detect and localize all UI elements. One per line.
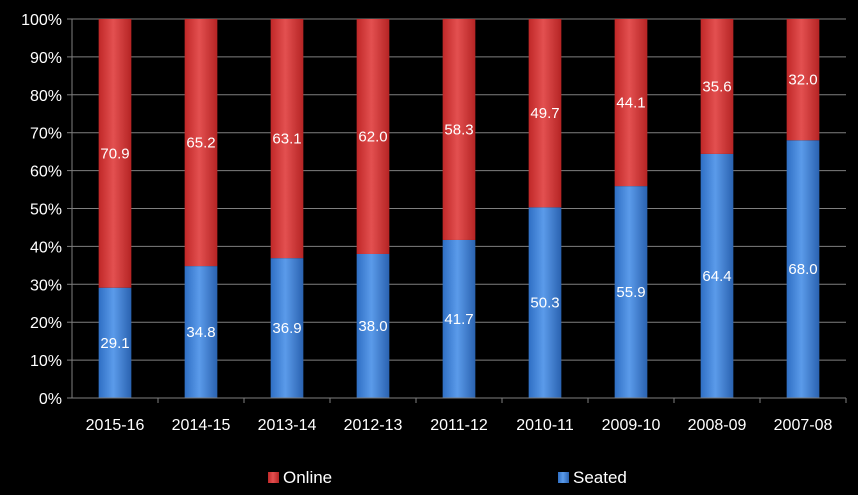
x-tick-label: 2014-15	[172, 417, 231, 434]
data-label-seated: 50.3	[530, 295, 559, 312]
bar-seated	[528, 207, 562, 398]
data-label-online: 62.0	[358, 128, 387, 145]
y-tick-label: 50%	[30, 202, 62, 219]
y-tick-label: 90%	[30, 50, 62, 67]
y-tick-label: 80%	[30, 88, 62, 105]
y-axis-ticks: 0% 10% 20% 30% 40% 50% 60% 70% 80% 90% 100%	[21, 12, 62, 408]
data-label-online: 49.7	[530, 105, 559, 122]
y-tick-label: 40%	[30, 239, 62, 256]
legend-label-seated: Seated	[573, 468, 627, 487]
bar-seated	[614, 186, 648, 398]
bar-online	[614, 19, 648, 187]
legend-swatch-online	[268, 472, 279, 483]
bar-seated	[184, 266, 218, 398]
data-label-seated: 55.9	[616, 284, 645, 301]
legend-label-online: Online	[283, 468, 332, 487]
x-tick-label: 2011-12	[430, 417, 488, 434]
bar-online	[184, 19, 218, 267]
bar-seated	[356, 253, 390, 398]
data-label-seated: 36.9	[272, 320, 301, 337]
data-label-online: 70.9	[100, 145, 129, 162]
data-label-seated: 34.8	[186, 324, 215, 341]
y-tick-label: 30%	[30, 277, 62, 294]
legend: Online Seated	[268, 468, 627, 487]
bar-seated	[442, 239, 476, 398]
x-tick-label: 2012-13	[344, 417, 403, 434]
y-tick-label: 20%	[30, 315, 62, 332]
y-tick-label: 60%	[30, 164, 62, 181]
bar-seated	[270, 258, 304, 398]
bar-online	[356, 19, 390, 254]
x-tick-label: 2010-11	[516, 417, 574, 434]
x-tick-label: 2015-16	[86, 417, 145, 434]
data-label-online: 63.1	[272, 131, 301, 148]
data-label-seated: 29.1	[100, 335, 129, 352]
data-label-online: 44.1	[616, 95, 645, 112]
bar-online	[442, 19, 476, 240]
x-tick-label: 2008-09	[688, 417, 747, 434]
bar-online	[270, 19, 304, 259]
bar-online	[786, 19, 820, 141]
data-label-seated: 38.0	[358, 318, 387, 335]
bar-seated	[700, 153, 734, 398]
x-tick-label: 2013-14	[258, 417, 317, 434]
data-labels: 29.1 70.9 34.8 65.2 36.9 63.1 38.0 62.0 41.7 58.3…	[100, 72, 817, 352]
bar-seated	[786, 140, 820, 398]
bar-online	[98, 19, 132, 288]
x-axis-ticks: 2015-16 2014-15 2013-14 2012-13 2011-12 2010-…	[86, 417, 833, 434]
bar-online	[528, 19, 562, 208]
y-tick-label: 100%	[21, 12, 62, 29]
bar-online	[700, 19, 734, 154]
y-tick-label: 0%	[39, 391, 62, 408]
x-tick-label: 2007-08	[774, 417, 833, 434]
data-label-online: 35.6	[702, 78, 731, 95]
data-label-online: 58.3	[444, 121, 473, 138]
data-label-seated: 41.7	[444, 311, 473, 328]
x-tick-label: 2009-10	[602, 417, 661, 434]
data-label-seated: 64.4	[702, 268, 731, 285]
y-tick-label: 10%	[30, 353, 62, 370]
data-label-online: 65.2	[186, 135, 215, 152]
data-label-online: 32.0	[788, 72, 817, 89]
legend-swatch-seated	[558, 472, 569, 483]
bars	[98, 19, 820, 398]
data-label-seated: 68.0	[788, 261, 817, 278]
y-tick-label: 70%	[30, 126, 62, 143]
bar-seated	[98, 287, 132, 398]
axes	[67, 18, 847, 403]
